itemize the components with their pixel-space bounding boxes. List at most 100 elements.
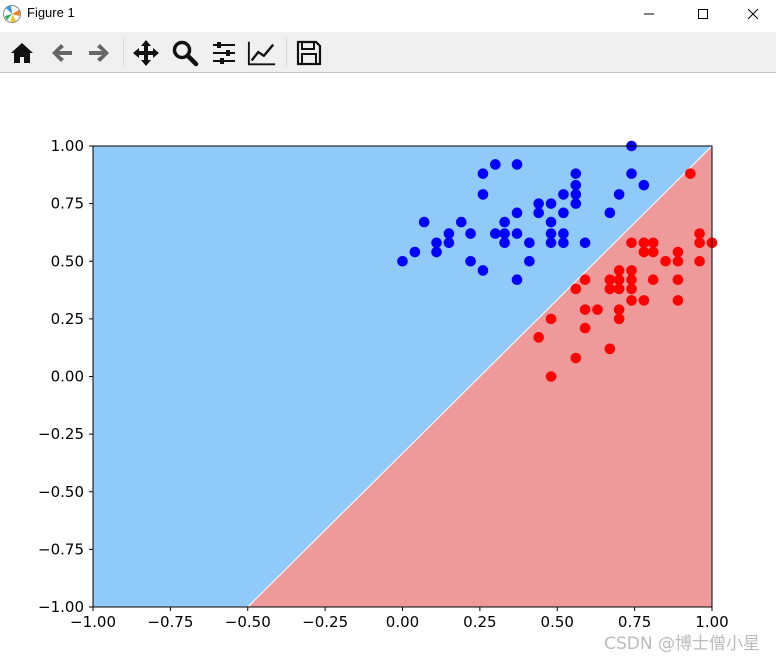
blue-data-point <box>558 189 569 200</box>
toolbar-separator <box>123 38 124 66</box>
blue-data-point <box>545 237 557 249</box>
blue-data-point <box>490 159 501 170</box>
blue-data-point <box>465 255 476 267</box>
blue-data-point <box>545 198 557 209</box>
x-tick-label: −0.50 <box>225 613 271 631</box>
close-button[interactable] <box>730 0 776 28</box>
y-tick-label: 0.50 <box>51 252 84 270</box>
blue-data-point <box>499 228 510 239</box>
zoom-button[interactable] <box>170 38 200 68</box>
blue-data-point <box>511 228 523 239</box>
red-data-point <box>672 295 684 306</box>
blue-data-point <box>545 216 557 228</box>
red-data-point <box>647 246 659 258</box>
blue-data-point <box>545 228 557 239</box>
back-arrow-icon <box>52 44 72 62</box>
red-data-point <box>613 274 625 285</box>
title-bar: Figure 1 <box>0 0 776 28</box>
red-data-point <box>626 265 637 276</box>
minimize-icon <box>644 13 654 15</box>
red-data-point <box>579 322 591 334</box>
red-data-point <box>613 265 625 276</box>
x-tick-label: 1.00 <box>695 613 728 631</box>
y-tick-label: −0.50 <box>38 483 84 501</box>
blue-data-point <box>456 216 467 228</box>
blue-data-point <box>626 168 637 179</box>
maximize-button[interactable] <box>680 0 726 28</box>
axes-edit-button[interactable] <box>247 38 277 68</box>
blue-data-point <box>533 198 544 209</box>
blue-data-point <box>397 255 408 267</box>
red-data-point <box>638 237 650 249</box>
red-data-point <box>604 343 616 355</box>
blue-data-point <box>418 216 430 228</box>
blue-data-point <box>431 246 442 258</box>
blue-data-point <box>524 255 535 267</box>
red-data-point <box>660 255 671 267</box>
x-tick-label: −0.25 <box>302 613 348 631</box>
back-button[interactable] <box>47 38 77 68</box>
y-tick-label: −0.25 <box>38 425 84 443</box>
red-data-point <box>545 371 557 382</box>
red-data-point <box>626 283 637 295</box>
red-data-point <box>672 255 684 267</box>
subplots-config-button[interactable] <box>209 38 239 68</box>
y-tick-label: 0.00 <box>51 368 84 386</box>
blue-data-point <box>490 228 501 239</box>
blue-data-point <box>511 274 523 285</box>
blue-data-point <box>638 179 650 191</box>
blue-data-point <box>524 237 535 249</box>
blue-data-point <box>558 228 569 239</box>
red-data-point <box>685 168 696 179</box>
blue-decision-region <box>93 146 712 607</box>
red-data-point <box>647 237 659 249</box>
blue-data-point <box>570 198 582 209</box>
x-tick-label: 0.25 <box>463 613 496 631</box>
forward-button[interactable] <box>84 38 114 68</box>
zoom-icon <box>172 40 199 67</box>
figure-canvas[interactable]: −1.00 −0.75 −0.50 −0.25 0.00 0.25 0.50 0.75 1.00… <box>0 73 776 662</box>
blue-data-point <box>558 237 569 249</box>
blue-data-point <box>570 168 582 179</box>
save-button[interactable] <box>294 38 324 68</box>
csdn-watermark: CSDN @博士僧小星 <box>604 634 760 654</box>
blue-data-point <box>499 216 510 228</box>
toolbar-separator <box>286 38 287 66</box>
red-data-point <box>579 274 591 285</box>
red-data-point <box>694 228 705 239</box>
x-tick-label: −0.75 <box>147 613 193 631</box>
red-data-point <box>626 237 637 249</box>
blue-data-point <box>533 207 544 219</box>
forward-arrow-icon <box>89 44 109 62</box>
blue-data-point <box>431 237 442 249</box>
red-data-point <box>672 246 684 258</box>
blue-data-point <box>579 237 591 249</box>
red-data-point <box>592 304 603 315</box>
minimize-button[interactable] <box>626 0 672 28</box>
blue-data-point <box>570 189 582 200</box>
red-data-point <box>570 352 582 364</box>
y-tick-label: 0.25 <box>51 310 84 328</box>
blue-data-point <box>477 189 489 200</box>
home-button[interactable] <box>7 38 37 68</box>
x-tick-label: 0.00 <box>386 613 419 631</box>
red-data-point <box>604 283 616 295</box>
pan-icon <box>133 40 159 66</box>
blue-data-point <box>499 237 510 249</box>
decision-boundary-line <box>247 145 713 608</box>
subplots-config-icon <box>213 42 235 64</box>
blue-data-point <box>570 179 582 191</box>
x-tick-label: 0.75 <box>618 613 651 631</box>
blue-data-point <box>511 207 523 219</box>
save-icon <box>296 40 322 66</box>
red-data-point <box>613 283 625 295</box>
red-data-point <box>626 295 637 306</box>
x-tick-label: 0.50 <box>541 613 574 631</box>
matplotlib-logo-icon <box>3 5 21 23</box>
blue-data-point <box>409 246 421 258</box>
scatter-chart[interactable]: −1.00 −0.75 −0.50 −0.25 0.00 0.25 0.50 0.75 1.00… <box>0 73 776 662</box>
pan-button[interactable] <box>131 38 161 68</box>
blue-data-point <box>443 237 455 249</box>
blue-data-point <box>613 189 625 200</box>
navigation-toolbar <box>0 32 776 73</box>
